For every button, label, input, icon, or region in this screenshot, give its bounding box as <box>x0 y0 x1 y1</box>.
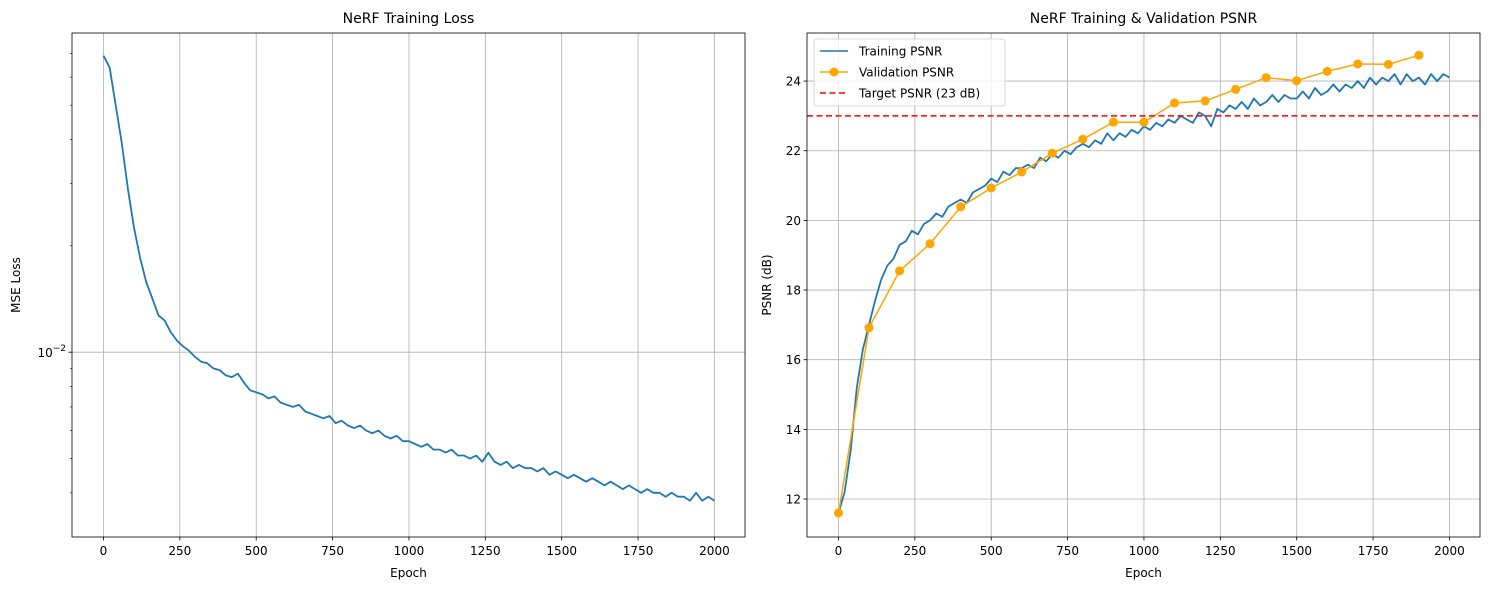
legend: Training PSNR Validation PSNR Target PSNR … <box>813 38 1006 107</box>
validation-psnr-series <box>837 54 1420 514</box>
y-tick-label: 10−2 <box>37 344 66 360</box>
y-tick-label: 16 <box>786 353 801 367</box>
legend-marker-validation-psnr <box>829 67 839 77</box>
y-tick-label-exponent: −2 <box>53 344 66 354</box>
validation-point <box>1078 134 1088 144</box>
validation-point <box>1139 117 1149 127</box>
x-tick-label: 750 <box>321 544 344 558</box>
validation-point <box>1200 96 1210 106</box>
axes-frame <box>71 32 746 538</box>
y-tick-label: 18 <box>786 284 801 298</box>
x-tick-label: 1250 <box>1205 544 1236 558</box>
x-tick-label: 750 <box>1056 544 1079 558</box>
x-tick-label: 2000 <box>1434 544 1465 558</box>
x-tick-label: 1750 <box>1358 544 1389 558</box>
legend-label-training-psnr: Training PSNR <box>858 45 942 59</box>
validation-point <box>1047 148 1057 158</box>
chart-title: NeRF Training Loss <box>343 11 475 27</box>
x-tick-label: 0 <box>100 544 108 558</box>
validation-point <box>1414 50 1424 60</box>
x-tick-label: 1500 <box>546 544 577 558</box>
validation-point <box>1017 167 1027 177</box>
x-tick-label: 500 <box>245 544 268 558</box>
x-tick-label: 500 <box>980 544 1003 558</box>
validation-point <box>864 323 874 333</box>
y-axis-label: MSE Loss <box>9 257 23 313</box>
validation-point <box>1292 76 1302 86</box>
validation-point <box>1322 66 1332 76</box>
loss-chart: 0 250 500 750 1000 1250 1500 1750 2000 10−2 NeRF T… <box>9 11 746 580</box>
validation-point <box>1261 73 1271 83</box>
validation-point <box>895 266 905 276</box>
validation-point <box>1353 59 1363 69</box>
chart-title: NeRF Training & Validation PSNR <box>1030 11 1258 27</box>
x-tick-label: 1000 <box>1129 544 1160 558</box>
y-axis-label: PSNR (dB) <box>760 254 774 315</box>
x-tick-label: 2000 <box>699 544 730 558</box>
x-tick-label: 250 <box>168 544 191 558</box>
legend-label-target-psnr-23-db: Target PSNR (23 dB) <box>858 87 980 101</box>
legend-label-validation-psnr: Validation PSNR <box>859 66 954 80</box>
y-tick-label: 20 <box>786 214 801 228</box>
validation-point <box>986 183 996 193</box>
x-axis-label: Epoch <box>1125 566 1162 580</box>
x-tick-label: 250 <box>903 544 926 558</box>
legend-box <box>813 38 1006 107</box>
loss-series <box>102 55 715 502</box>
y-tick-label: 24 <box>786 75 801 89</box>
validation-point <box>956 202 966 212</box>
y-tick-label: 12 <box>786 493 801 507</box>
y-tick-label: 22 <box>786 144 801 158</box>
validation-point <box>1231 84 1241 94</box>
x-tick-label: 1500 <box>1281 544 1312 558</box>
validation-point <box>925 239 935 249</box>
validation-point <box>833 508 843 518</box>
x-tick-label: 1750 <box>623 544 654 558</box>
x-tick-label: 0 <box>835 544 843 558</box>
validation-point <box>1170 98 1180 108</box>
x-tick-label: 1000 <box>394 544 425 558</box>
y-tick-label: 14 <box>786 423 801 437</box>
x-axis-label: Epoch <box>390 566 427 580</box>
validation-point <box>1108 117 1118 127</box>
y-tick-label-base: 10 <box>37 346 52 360</box>
psnr-chart: 0 250 500 750 1000 1250 1500 1750 2000 12 14 16 18 20… <box>760 11 1481 580</box>
validation-point <box>1383 59 1393 69</box>
axes-frame <box>806 32 1481 538</box>
x-tick-label: 1250 <box>470 544 501 558</box>
